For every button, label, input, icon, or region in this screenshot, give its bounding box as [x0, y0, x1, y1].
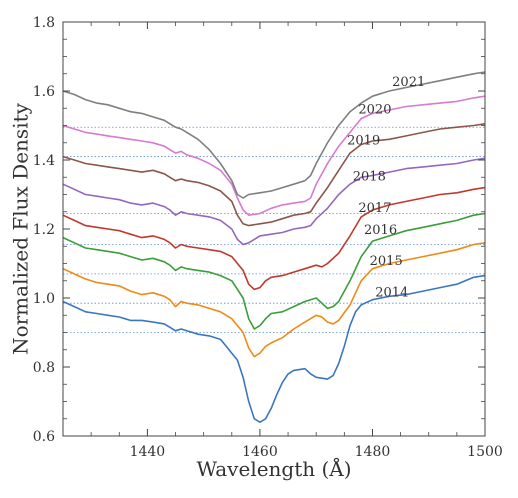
x-tick-label: 1460	[242, 444, 278, 460]
series-lines	[62, 71, 486, 424]
y-tick-label: 0.6	[33, 429, 55, 445]
series-line-2018	[62, 157, 486, 246]
y-tick-label: 1.6	[33, 84, 55, 100]
reference-lines	[63, 126, 485, 333]
series-line-2015	[62, 242, 486, 358]
series-label-2014: 2014	[375, 285, 408, 300]
series-line-2017	[62, 186, 486, 291]
series-label-2015: 2015	[370, 254, 403, 269]
series-label-2016: 2016	[364, 223, 397, 238]
x-tick-label: 1500	[467, 444, 503, 460]
y-tick-label: 1.2	[33, 222, 55, 238]
series-label-2018: 2018	[353, 170, 386, 185]
series-line-2020	[62, 95, 486, 216]
y-tick-label: 1.4	[33, 153, 55, 169]
series-line-2016	[62, 212, 486, 330]
y-tick-label: 1.8	[33, 15, 55, 31]
series-line-2014	[62, 274, 486, 424]
series-label-2019: 2019	[347, 133, 380, 148]
axis-ticks	[63, 21, 486, 437]
x-axis-title: Wavelength (Å)	[196, 456, 351, 481]
series-line-2021	[62, 71, 486, 199]
y-tick-label: 0.8	[33, 360, 55, 376]
tick-labels: 1440 1460 1480 1500 0.6 0.8 1.0 1.2 1.4 1.6 1.8	[33, 15, 503, 460]
series-label-2020: 2020	[358, 102, 391, 117]
y-tick-label: 1.0	[33, 291, 55, 307]
x-tick-label: 1440	[130, 444, 166, 460]
series-label-2017: 2017	[358, 201, 391, 216]
x-tick-label: 1480	[355, 444, 391, 460]
y-axis-title: Normalized Flux Density	[9, 102, 33, 355]
series-line-2019	[62, 123, 486, 227]
series-label-2021: 2021	[392, 75, 425, 90]
